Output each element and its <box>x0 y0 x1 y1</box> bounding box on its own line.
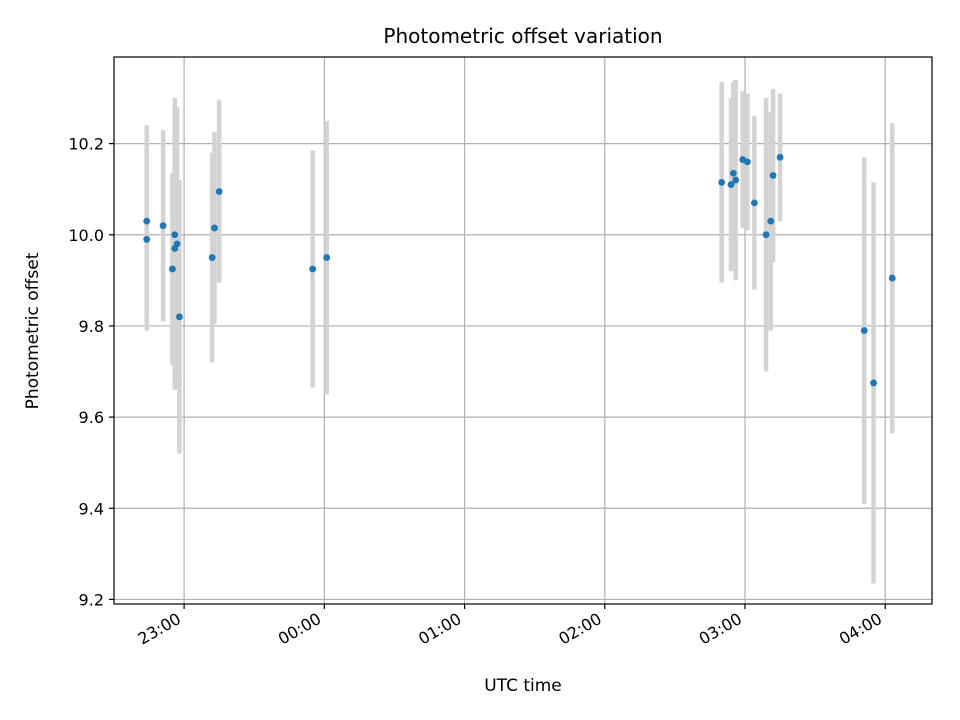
data-point <box>776 153 784 161</box>
data-point <box>173 240 181 248</box>
plot-frame <box>113 56 933 605</box>
data-point <box>159 222 167 230</box>
data-point <box>769 172 777 179</box>
data-point <box>870 379 877 387</box>
y-tick-label: 9.2 <box>79 590 104 609</box>
chart-title: Photometric offset variation <box>383 24 662 48</box>
data-point <box>143 217 151 225</box>
y-tick-label: 9.4 <box>79 499 104 518</box>
data-point <box>718 178 726 186</box>
data-points <box>143 153 896 387</box>
data-point <box>309 265 317 273</box>
y-tick-label: 9.8 <box>79 317 104 336</box>
data-point <box>727 181 735 189</box>
data-point <box>208 254 216 261</box>
y-tick-label: 9.6 <box>79 408 104 427</box>
data-point <box>732 176 740 184</box>
data-point <box>888 274 896 282</box>
data-point <box>323 254 331 261</box>
data-point <box>860 327 868 334</box>
data-point <box>762 231 770 239</box>
data-point <box>176 313 183 321</box>
y-axis: 9.2 9.4 9.6 9.8 10.0 10.2 <box>68 135 114 609</box>
data-point <box>171 231 179 239</box>
x-axis-label: UTC time <box>484 676 562 696</box>
grid <box>114 57 932 604</box>
y-tick-label: 10.0 <box>68 226 104 245</box>
y-tick-label: 10.2 <box>68 135 104 154</box>
data-point <box>169 265 176 273</box>
data-point <box>215 188 223 195</box>
data-point <box>750 199 758 207</box>
data-point <box>211 224 218 232</box>
data-point <box>143 235 151 243</box>
data-point <box>729 169 737 177</box>
y-axis-label: Photometric offset <box>23 252 43 409</box>
data-point <box>743 158 751 166</box>
data-point <box>767 217 775 225</box>
